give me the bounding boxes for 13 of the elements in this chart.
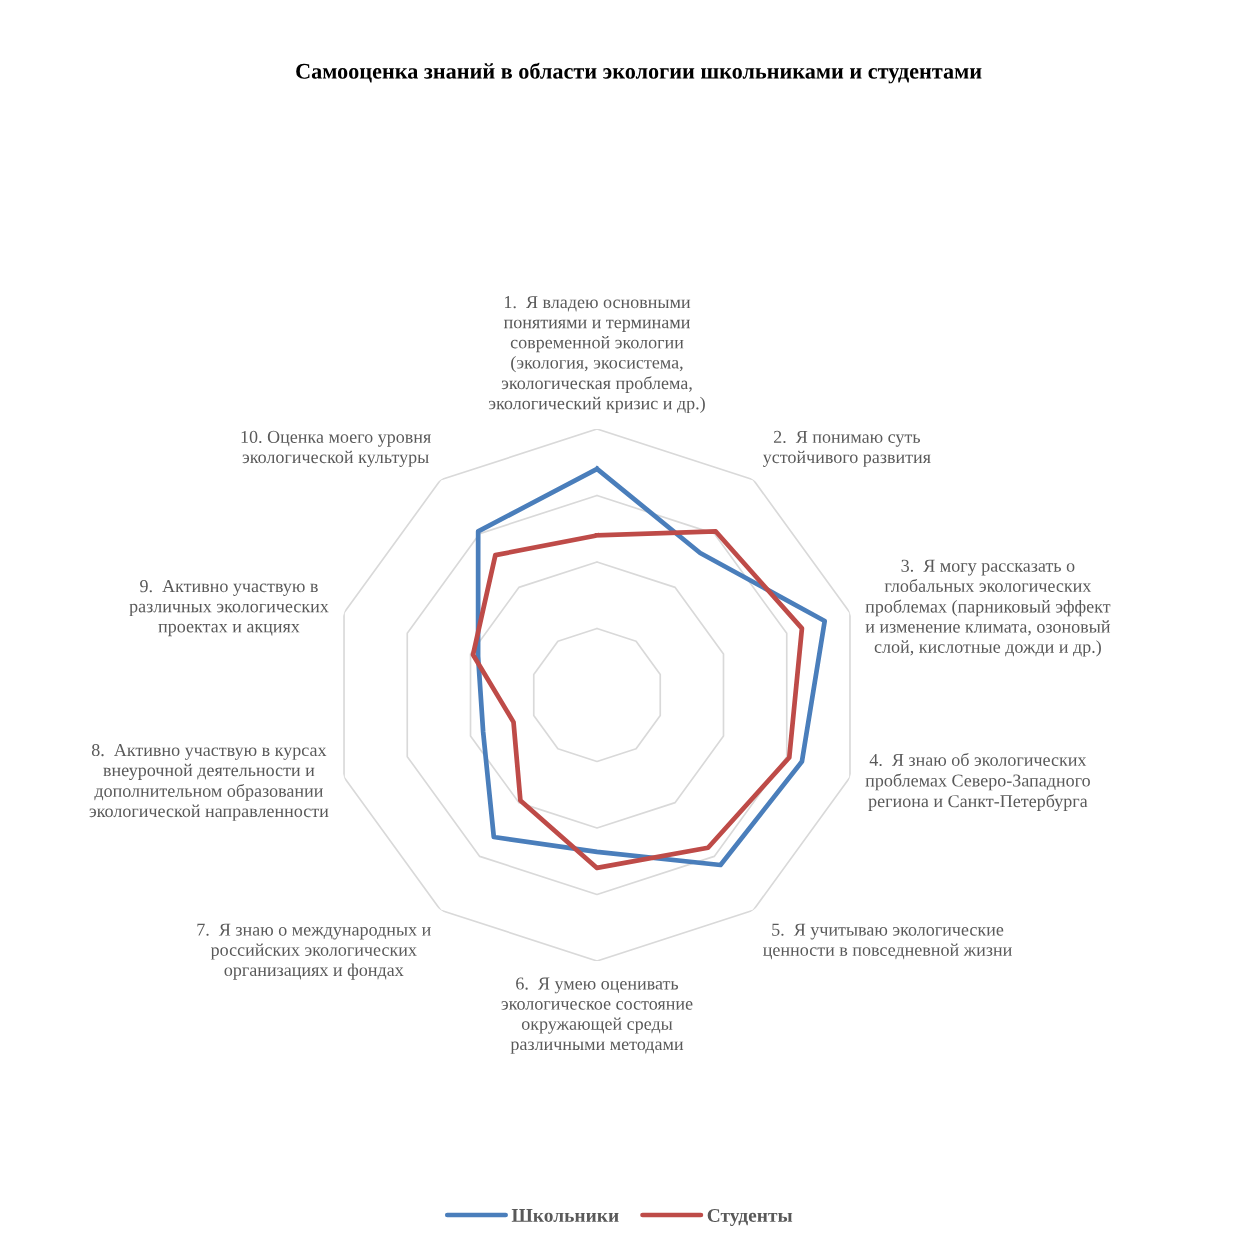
- spoke-label: 6. Я умею оценивать экологическое состояние окружающей среды различными методами: [501, 977, 693, 1054]
- spoke-label: 7. Я знаю о международных и российских экологических организациях и фондах: [197, 923, 431, 980]
- spoke-label: 10. Оценка моего уровня экологической культуры: [241, 430, 431, 467]
- spoke-label: 8. Активно участвую в курсах внеурочной деятельности и дополнительном образовании экологической направленности: [89, 743, 329, 821]
- chart-title: Самооценка знаний в области экологии школьниками и студентами: [296, 62, 982, 84]
- legend-label: Школьники: [511, 1209, 619, 1222]
- legend-label: Студенты: [707, 1208, 793, 1227]
- spoke-label: 9. Активно участвую в различных экологических проектах и акциях: [129, 580, 329, 637]
- spoke-label: 3. Я могу рассказать о глобальных экологических проблемах (парниковый эффект и изменение климата, озоновый слой, кислотные дожди и др.): [865, 559, 1111, 657]
- spoke-label: 2. Я понимаю суть устойчивого развития: [762, 430, 931, 467]
- spoke-label: 5. Я учитываю экологические ценности в повседневной жизни: [763, 923, 1012, 960]
- spoke-label: 1. Я владею основными понятиями и терминами современной экологии (экология, экосистема, экологическая проблема, экологический кризис и др.): [488, 296, 705, 414]
- spoke-label: 4. Я знаю об экологических проблемах Северо-Западного региона и Санкт-Петербурга: [865, 752, 1090, 811]
